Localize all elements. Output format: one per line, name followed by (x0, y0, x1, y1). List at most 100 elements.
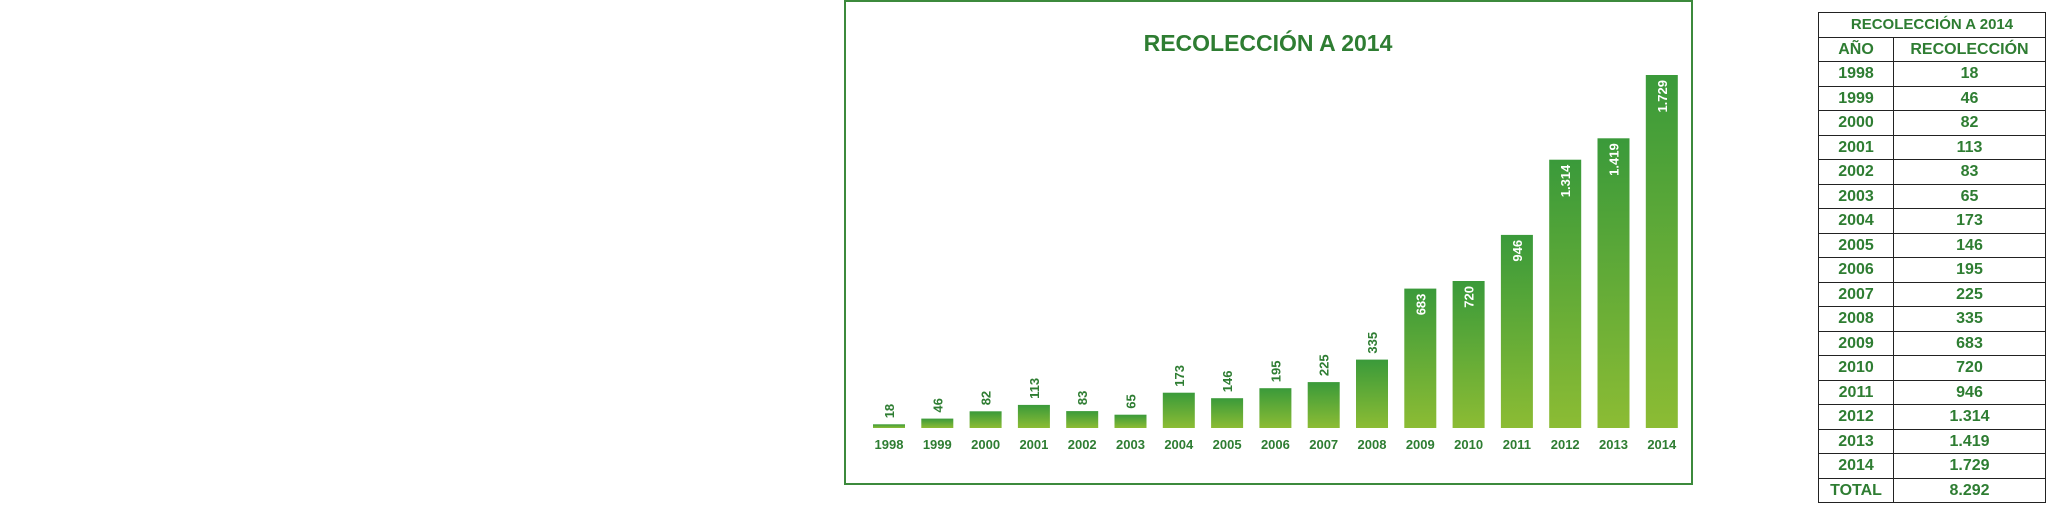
x-tick-label: 1999 (923, 437, 952, 452)
table-cell-year: 2012 (1818, 404, 1894, 430)
x-tick-label: 2012 (1551, 437, 1580, 452)
table-cell-year: 1999 (1818, 85, 1894, 111)
table-cell-year: 2003 (1818, 183, 1894, 209)
table-row: 2012 1.314 (1818, 404, 2046, 430)
data-label: 1.314 (1558, 164, 1573, 197)
table-row: 2011 946 (1818, 379, 2046, 405)
data-label: 225 (1317, 354, 1332, 376)
table-total-label: TOTAL (1818, 477, 1894, 503)
bar-2008 (1356, 359, 1388, 428)
table-cell-value: 46 (1893, 85, 2046, 111)
table-cell-year: 2002 (1818, 159, 1894, 185)
data-label: 65 (1124, 394, 1139, 408)
bar-2006 (1259, 388, 1292, 428)
bar-2011 (1500, 234, 1533, 428)
table-cell-year: 2008 (1818, 306, 1894, 332)
x-tick-label: 2011 (1503, 437, 1531, 452)
bar-1999 (921, 418, 954, 428)
bar-2009 (1404, 288, 1437, 428)
table-row: 2001 113 (1818, 134, 2046, 160)
table-row: 2010 720 (1818, 355, 2046, 381)
table-cell-value: 1.419 (1893, 428, 2046, 454)
x-tick-label: 2006 (1261, 437, 1290, 452)
bar-2005 (1211, 398, 1244, 428)
table-cell-value: 720 (1893, 355, 2046, 381)
data-label: 1.729 (1655, 80, 1670, 113)
table-cell-value: 146 (1893, 232, 2046, 258)
bar-1998 (873, 424, 905, 428)
table-row: 2013 1.419 (1818, 428, 2046, 454)
header-year: AÑO (1818, 36, 1894, 62)
header-recoleccion: RECOLECCIÓN (1893, 36, 2046, 62)
data-label: 83 (1075, 391, 1090, 405)
table-row: 2005 146 (1818, 232, 2046, 258)
x-tick-label: 2009 (1406, 437, 1435, 452)
table-cell-value: 946 (1893, 379, 2046, 405)
table-cell-value: 335 (1893, 306, 2046, 332)
x-tick-label: 2007 (1309, 437, 1338, 452)
data-label: 335 (1365, 332, 1380, 354)
table-row: 2014 1.729 (1818, 453, 2046, 479)
table-cell-value: 113 (1893, 134, 2046, 160)
table-row: 2006 195 (1818, 257, 2046, 283)
x-tick-label: 1998 (875, 437, 904, 452)
chart-title: RECOLECCIÓN A 2014 (1144, 29, 1393, 56)
x-tick-label: 2014 (1647, 437, 1677, 452)
table-row: 2004 173 (1818, 208, 2046, 234)
table-title-row: RECOLECCIÓN A 2014 (1818, 12, 2046, 38)
bar-2012 (1549, 159, 1582, 428)
data-label: 82 (979, 391, 994, 405)
x-tick-label: 2002 (1068, 437, 1097, 452)
data-label: 173 (1172, 365, 1187, 387)
table-row: 2009 683 (1818, 330, 2046, 356)
x-tick-label: 2010 (1454, 437, 1483, 452)
table-cell-value: 82 (1893, 110, 2046, 136)
table-cell-year: 2004 (1818, 208, 1894, 234)
bar-2014 (1645, 75, 1678, 428)
table-cell-value: 83 (1893, 159, 2046, 185)
table-cell-value: 683 (1893, 330, 2046, 356)
table-cell-value: 195 (1893, 257, 2046, 283)
table-row: 2003 65 (1818, 183, 2046, 209)
table-cell-year: 2005 (1818, 232, 1894, 258)
data-label: 946 (1510, 240, 1525, 262)
table-cell-year: 2014 (1818, 453, 1894, 479)
x-tick-label: 2005 (1213, 437, 1242, 452)
table-cell-value: 225 (1893, 281, 2046, 307)
data-label: 683 (1413, 294, 1428, 316)
table-cell-value: 173 (1893, 208, 2046, 234)
table-cell-value: 65 (1893, 183, 2046, 209)
table-cell-value: 1.729 (1893, 453, 2046, 479)
data-label: 113 (1027, 378, 1042, 399)
bar-2002 (1066, 411, 1099, 428)
table-cell-year: 2006 (1818, 257, 1894, 283)
data-label: 1.419 (1607, 143, 1622, 176)
x-tick-label: 2013 (1599, 437, 1628, 452)
chart-panel: RECOLECCIÓN A 2014 18 1998 46 1999 82 2000 113… (844, 0, 1693, 485)
table-cell-value: 1.314 (1893, 404, 2046, 430)
table-cell-year: 2013 (1818, 428, 1894, 454)
data-label: 18 (882, 404, 897, 418)
table-cell-year: 2011 (1818, 379, 1894, 405)
bar-2003 (1114, 414, 1147, 428)
x-tick-label: 2004 (1164, 437, 1194, 452)
table-row: 2008 335 (1818, 306, 2046, 332)
data-label: 146 (1220, 370, 1235, 392)
data-label: 46 (930, 398, 945, 412)
bar-2013 (1597, 138, 1630, 429)
table-cell-year: 2007 (1818, 281, 1894, 307)
data-label: 195 (1268, 360, 1283, 382)
bar-chart: RECOLECCIÓN A 2014 18 1998 46 1999 82 2000 113… (873, 29, 1678, 452)
data-label: 720 (1462, 286, 1477, 308)
table-total-value: 8.292 (1893, 477, 2046, 503)
x-tick-label: 2001 (1019, 437, 1048, 452)
bar-2001 (1017, 404, 1050, 428)
table-header-row: AÑO RECOLECCIÓN (1818, 36, 2046, 62)
table-row: 2000 82 (1818, 110, 2046, 136)
table-cell-value: 18 (1893, 61, 2046, 87)
x-tick-label: 2008 (1358, 437, 1387, 452)
bar-2007 (1307, 382, 1340, 428)
table-cell-year: 1998 (1818, 61, 1894, 87)
table-cell-year: 2009 (1818, 330, 1894, 356)
table-row: 1999 46 (1818, 85, 2046, 111)
